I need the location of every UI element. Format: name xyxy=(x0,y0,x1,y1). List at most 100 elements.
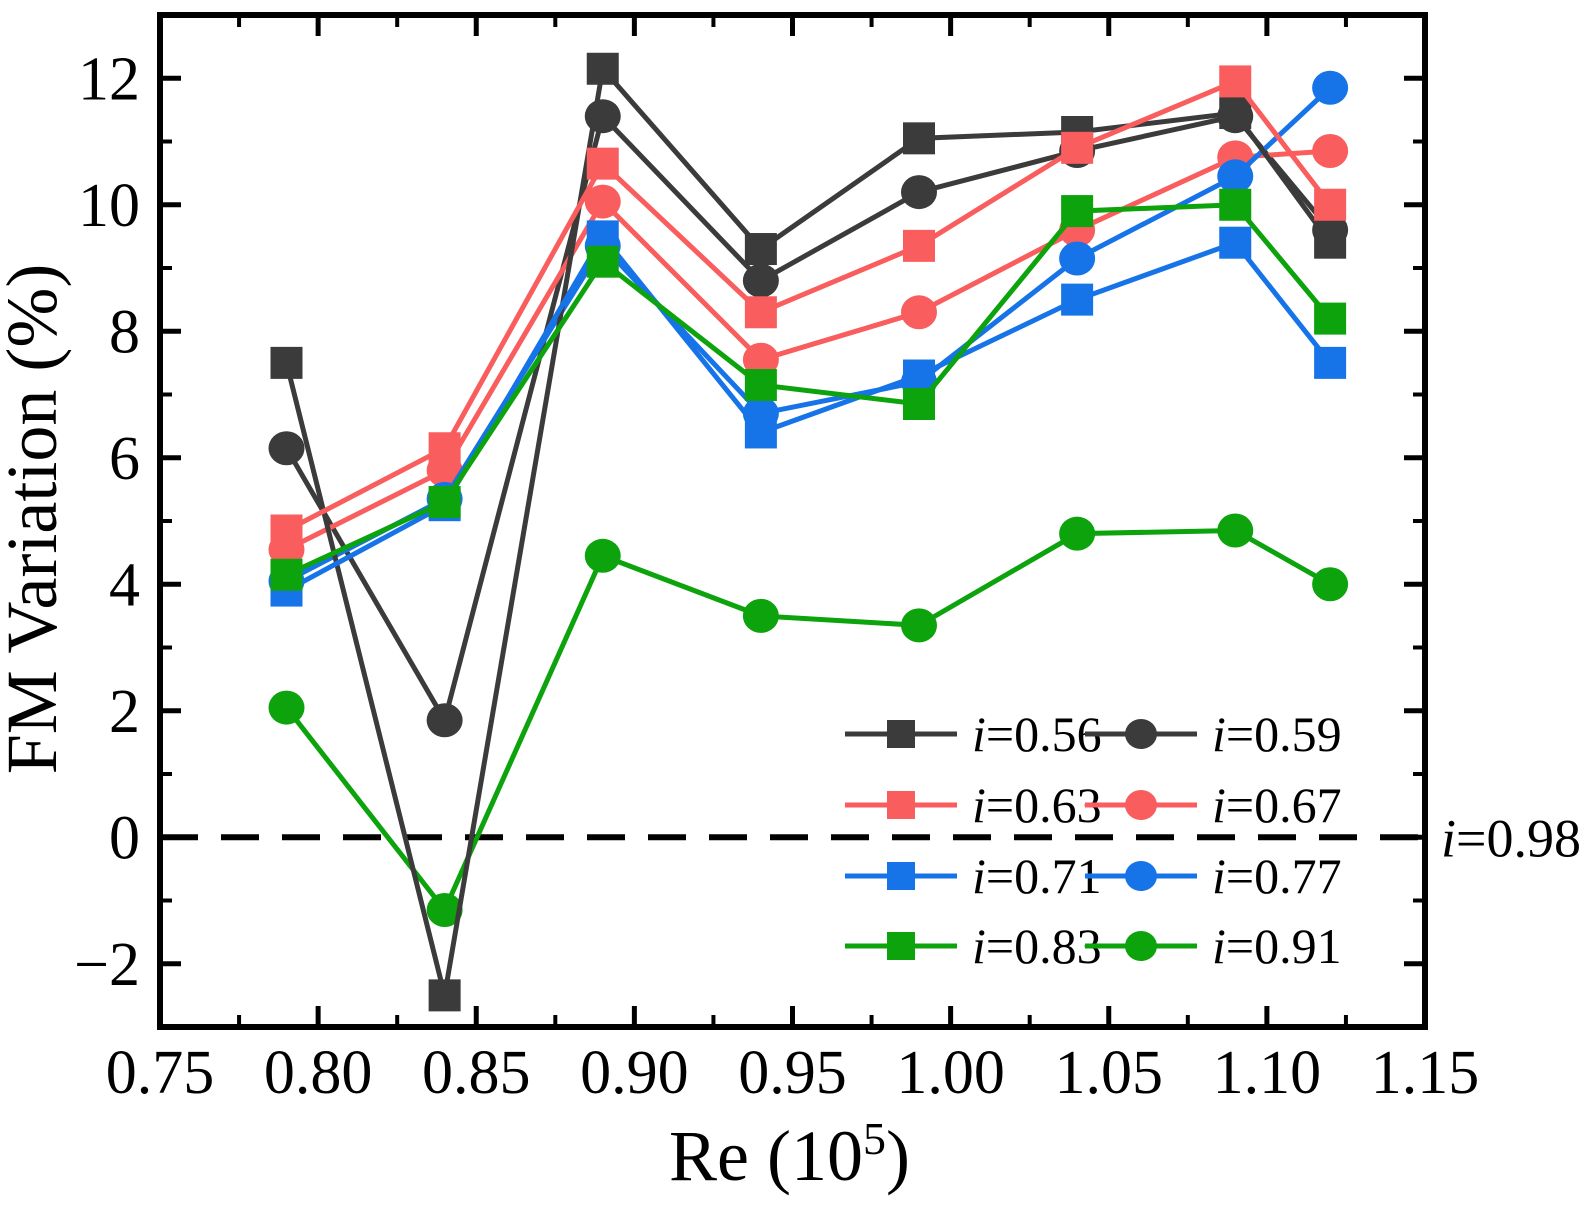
y-tick-label: 4 xyxy=(109,551,140,619)
data-point-circle xyxy=(742,598,779,633)
series-i-0.56 xyxy=(270,52,1347,1012)
data-point-circle xyxy=(268,431,305,466)
axis-ticks xyxy=(157,15,1428,1027)
legend-marker-square xyxy=(887,720,915,748)
legend-label: i=0.59 xyxy=(1212,706,1342,762)
y-tick-label: 2 xyxy=(109,678,140,746)
data-point-circle xyxy=(901,608,937,643)
data-point-square xyxy=(270,558,303,591)
legend-marker-square xyxy=(887,791,915,819)
x-tick-label: 0.80 xyxy=(264,1039,373,1107)
x-tick-label: 1.15 xyxy=(1371,1039,1480,1107)
x-axis-title: Re (105) xyxy=(669,1113,910,1196)
data-point-square xyxy=(428,486,461,519)
data-point-circle xyxy=(1217,513,1254,548)
legend-item-i-0.71: i=0.71 xyxy=(845,848,1102,904)
data-point-square xyxy=(903,122,935,155)
x-tick-label: 1.10 xyxy=(1213,1039,1322,1107)
data-point-square xyxy=(586,147,619,180)
data-point-square xyxy=(903,229,935,262)
series-line xyxy=(284,63,1333,996)
legend-item-i-0.67: i=0.67 xyxy=(1085,777,1342,833)
data-point-circle xyxy=(742,342,779,377)
data-point-square xyxy=(1314,226,1347,259)
legend-label: i=0.77 xyxy=(1212,848,1342,904)
data-point-circle xyxy=(1059,516,1096,551)
legend-item-i-0.59: i=0.59 xyxy=(1085,706,1342,762)
data-point-circle xyxy=(901,175,937,210)
series-i-0.63 xyxy=(270,65,1347,547)
series-i-0.83 xyxy=(270,188,1347,591)
legend-marker-circle xyxy=(1125,719,1157,749)
data-point-square xyxy=(1219,226,1252,259)
legend-marker-circle xyxy=(1125,861,1157,891)
data-point-square xyxy=(428,979,461,1012)
legend-label: i=0.83 xyxy=(972,918,1102,974)
legend-marker-square xyxy=(887,932,915,960)
x-tick-label: 0.75 xyxy=(106,1039,215,1107)
y-tick-label: −2 xyxy=(74,931,140,999)
legend-item-i-0.77: i=0.77 xyxy=(1085,848,1342,904)
legend-label: i=0.71 xyxy=(972,848,1102,904)
legend-label: i=0.63 xyxy=(972,777,1102,833)
y-tick-label: 10 xyxy=(78,172,140,240)
data-point-square xyxy=(270,346,303,379)
series-line xyxy=(285,148,1331,552)
data-point-square xyxy=(744,369,777,402)
reference-line-label: i=0.98 xyxy=(1441,808,1581,868)
legend-marker-circle xyxy=(1125,931,1157,961)
data-point-square xyxy=(744,416,777,449)
legend: i=0.56 i=0.59 i=0.63 i=0.67 i=0.71 i=0.77 i=0.… xyxy=(845,706,1342,974)
legend-item-i-0.91: i=0.91 xyxy=(1085,918,1342,974)
data-point-square xyxy=(586,52,619,85)
data-point-square xyxy=(1219,97,1252,130)
data-point-square xyxy=(1314,346,1347,379)
series-line xyxy=(285,202,1333,578)
legend-item-i-0.63: i=0.63 xyxy=(845,777,1102,833)
y-tick-label: 0 xyxy=(109,804,140,872)
data-point-square xyxy=(1061,283,1094,316)
x-tick-label: 0.90 xyxy=(580,1039,689,1107)
data-point-circle xyxy=(1059,241,1096,276)
legend-item-i-0.83: i=0.83 xyxy=(845,918,1102,974)
y-axis-title: FM Variation (%) xyxy=(0,264,72,775)
legend-label: i=0.67 xyxy=(1212,777,1342,833)
data-point-square xyxy=(428,432,461,465)
data-point-square xyxy=(903,387,935,420)
data-point-square xyxy=(270,514,303,547)
data-point-square xyxy=(586,245,619,278)
legend-marker-square xyxy=(887,862,915,890)
data-point-circle xyxy=(1312,567,1349,602)
series-line xyxy=(284,111,1333,727)
series-line xyxy=(285,78,1333,533)
data-point-circle xyxy=(426,703,463,738)
data-point-circle xyxy=(1312,133,1349,168)
y-axis-tick-labels: −2 0 2 4 6 8 10 12 xyxy=(74,45,140,999)
y-tick-label: 12 xyxy=(78,45,140,113)
data-point-square xyxy=(1219,65,1252,98)
legend-marker-circle xyxy=(1125,790,1157,820)
data-point-circle xyxy=(1217,159,1254,194)
x-axis-tick-labels: 0.75 0.80 0.85 0.90 0.95 1.00 1.05 1.10 1.15 xyxy=(106,1039,1480,1107)
data-point-square xyxy=(1314,188,1347,221)
data-point-square xyxy=(744,296,777,329)
data-point-square xyxy=(744,233,777,266)
legend-item-i-0.56: i=0.56 xyxy=(845,706,1102,762)
data-point-circle xyxy=(742,263,779,298)
x-tick-label: 0.95 xyxy=(738,1039,847,1107)
data-point-square xyxy=(1219,188,1252,221)
data-point-circle xyxy=(426,892,463,927)
data-point-circle xyxy=(268,690,305,725)
data-point-square xyxy=(1314,302,1347,335)
data-point-square xyxy=(1061,195,1094,228)
data-point-square xyxy=(1061,131,1094,164)
x-tick-label: 0.85 xyxy=(422,1039,531,1107)
x-tick-label: 1.00 xyxy=(896,1039,1005,1107)
y-tick-label: 6 xyxy=(109,425,140,493)
x-tick-label: 1.05 xyxy=(1055,1039,1164,1107)
legend-label: i=0.91 xyxy=(1212,918,1342,974)
data-point-circle xyxy=(584,538,621,573)
data-point-circle xyxy=(584,184,621,219)
